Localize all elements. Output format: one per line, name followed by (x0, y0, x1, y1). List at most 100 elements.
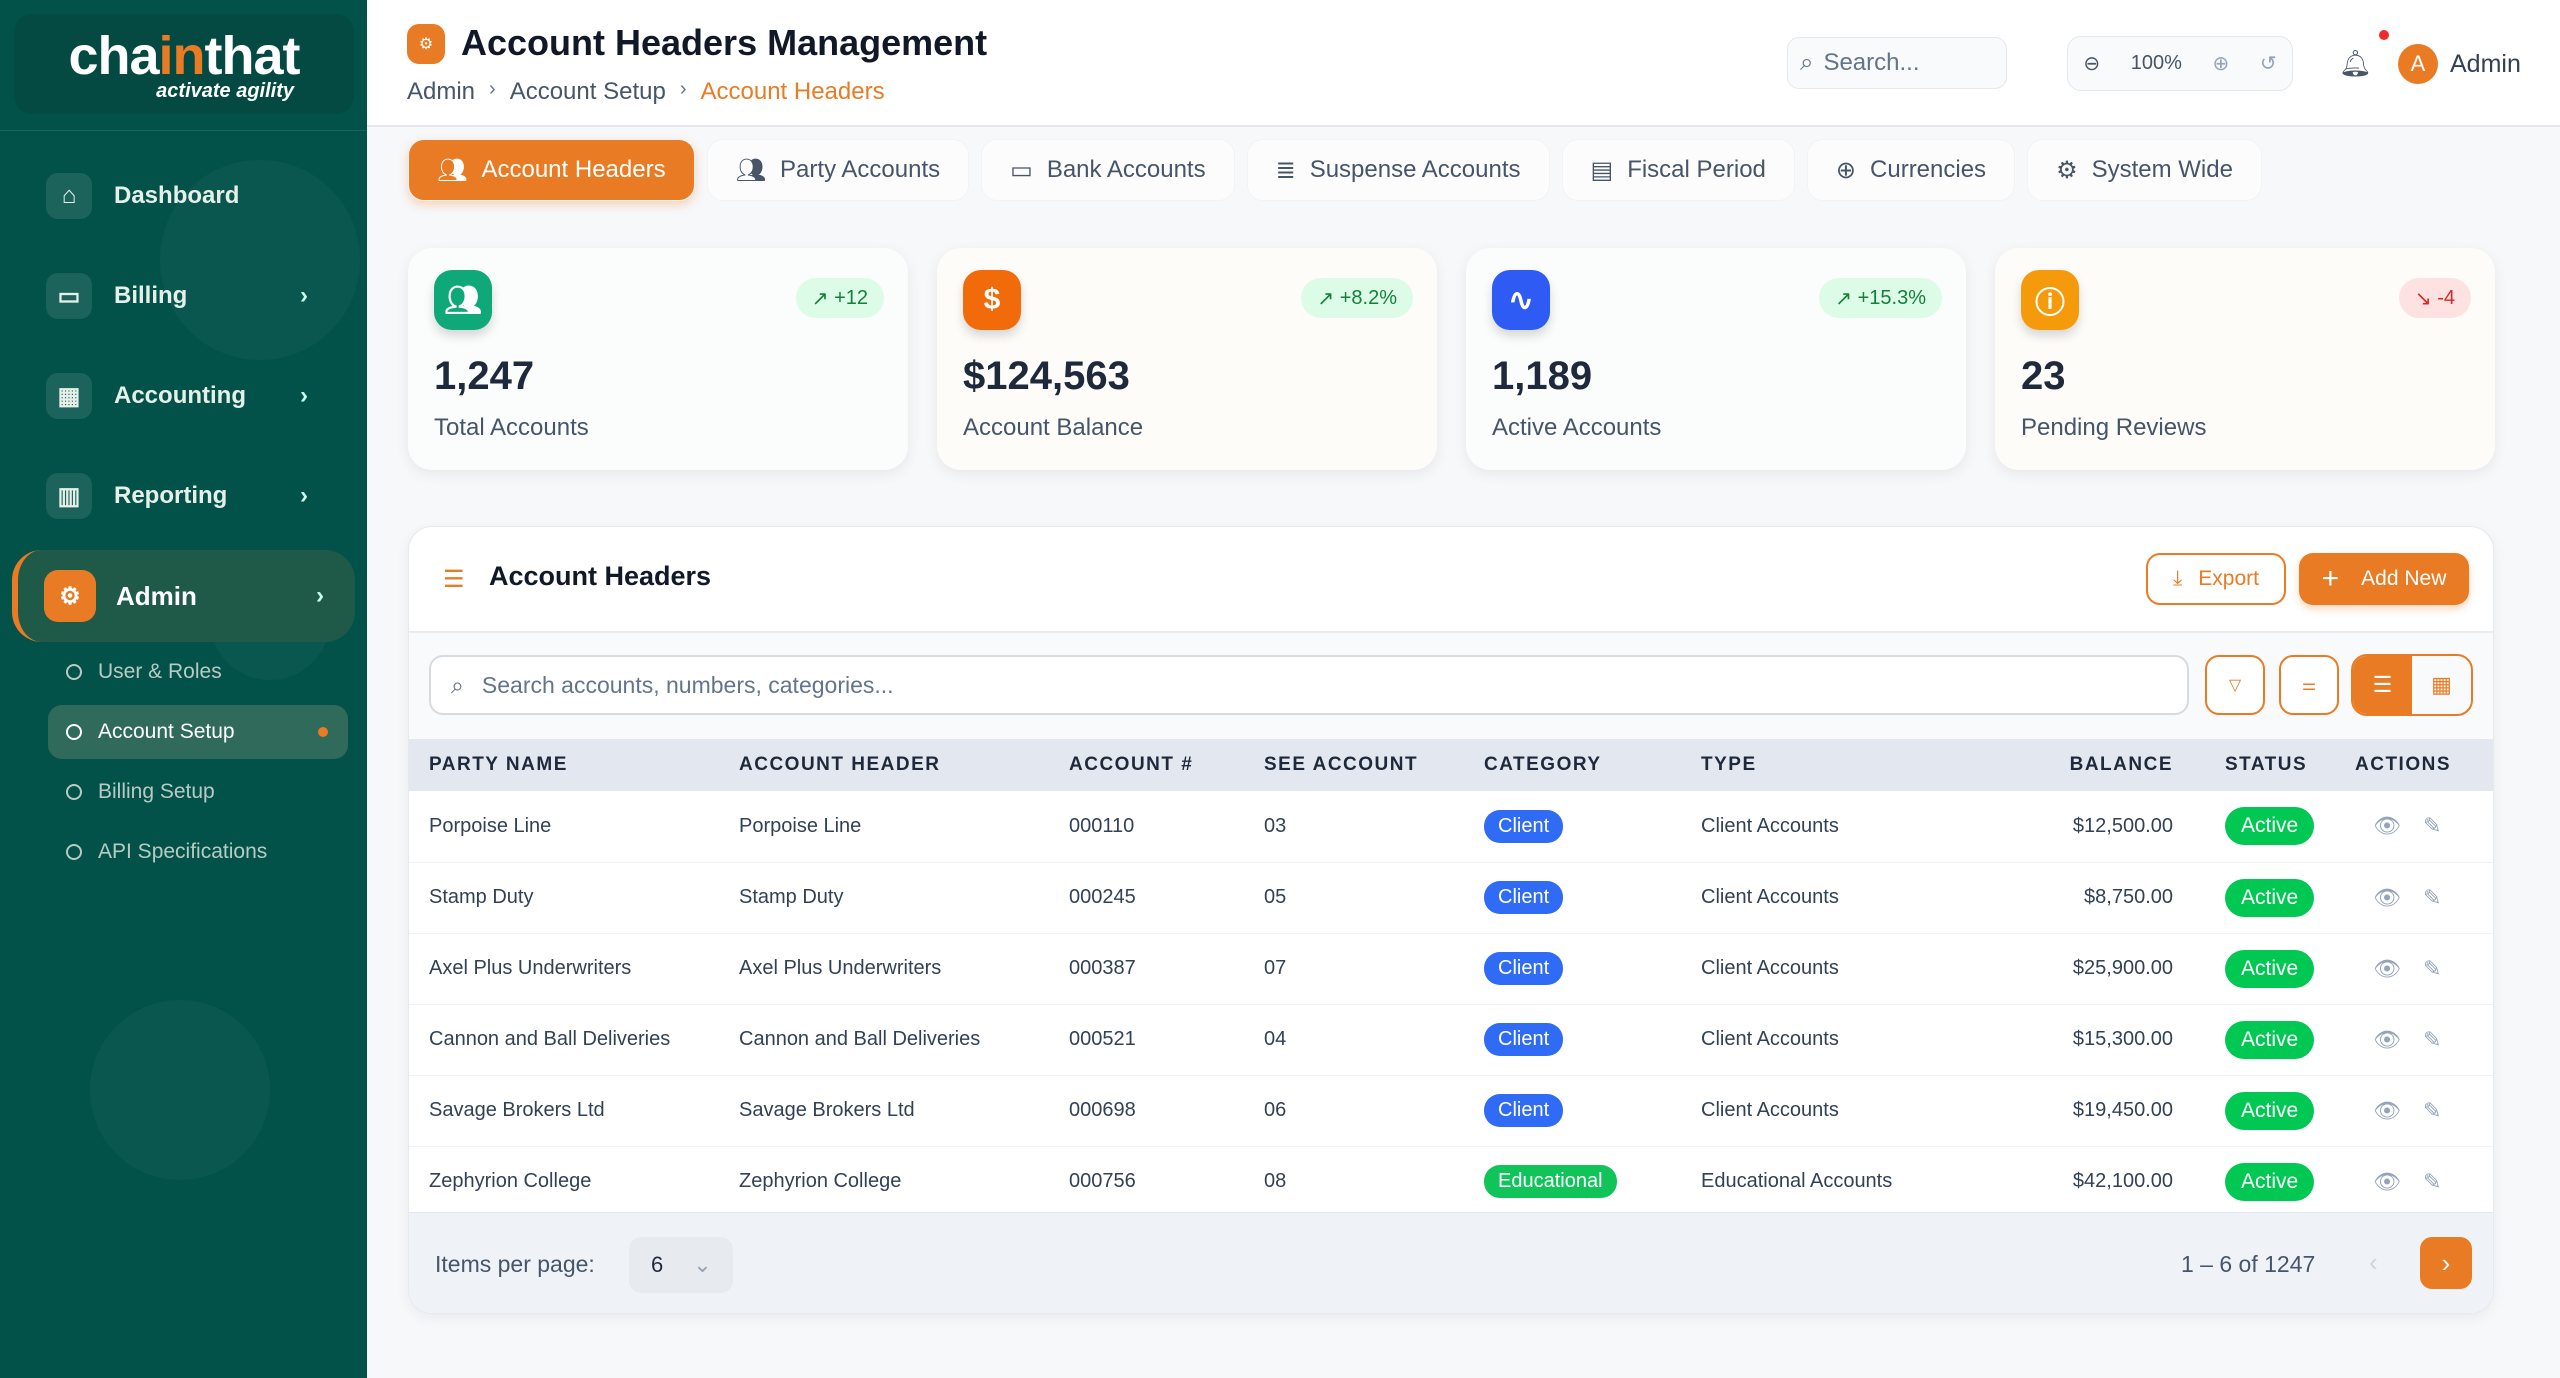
balance: $12,500.00 (2001, 791, 2173, 863)
trend-up-icon: ↗ (1835, 287, 1858, 310)
stat-card-total-accounts: 👥︎ ↗ +12 1,247 Total Accounts (408, 248, 908, 470)
tab-currencies[interactable]: ⊕ Currencies (1806, 139, 2016, 201)
user-name[interactable]: Admin (2450, 50, 2521, 78)
view-icon[interactable]: 👁︎ (2373, 884, 2401, 910)
sidebar-subitem-account-setup[interactable]: Account Setup (48, 705, 348, 759)
account-number: 000698 (1069, 1075, 1264, 1147)
zoom-out-icon[interactable]: ⊖ (2083, 53, 2101, 75)
category-badge: Client (1484, 1023, 1564, 1056)
balance: $8,750.00 (2001, 862, 2173, 934)
sidebar-item-admin[interactable]: ⚙ Admin › (12, 550, 355, 642)
filter-button[interactable]: ▽ (2205, 655, 2265, 715)
header-search-input[interactable]: ⌕ Search... (1787, 37, 2007, 89)
account-type: Client Accounts (1701, 1075, 2001, 1147)
next-page-button[interactable]: › (2420, 1237, 2472, 1289)
avatar[interactable]: A (2398, 44, 2438, 84)
tab-system-wide[interactable]: ⚙ System Wide (2027, 139, 2262, 201)
edit-icon[interactable]: ✎ (2422, 1097, 2442, 1123)
sidebar-subitem-billing-setup[interactable]: Billing Setup (48, 765, 348, 819)
users-icon: 👥︎ (434, 270, 492, 330)
tab-party-accounts[interactable]: 👥︎ Party Accounts (706, 139, 970, 201)
category-badge: Client (1484, 881, 1564, 914)
download-icon: ⤓ (2173, 567, 2183, 590)
table-row[interactable]: Porpoise Line Porpoise Line 000110 03 Cl… (409, 791, 2493, 863)
sidebar-subitem-user-roles[interactable]: User & Roles (48, 645, 348, 699)
balance: $25,900.00 (2001, 933, 2173, 1005)
edit-icon[interactable]: ✎ (2422, 1168, 2442, 1194)
view-icon[interactable]: 👁︎ (2373, 1026, 2401, 1052)
tab-fiscal-period[interactable]: ▤ Fiscal Period (1561, 139, 1795, 201)
tab-bar: 👥︎ Account Headers 👥︎ Party Accounts ▭ Bank… (408, 139, 2262, 201)
party-name: Savage Brokers Ltd (409, 1075, 739, 1147)
breadcrumb-account-setup[interactable]: Account Setup (509, 78, 666, 105)
account-header: Cannon and Ball Deliveries (739, 1004, 1069, 1076)
trend-badge: ↘ -4 (2398, 278, 2471, 318)
edit-icon[interactable]: ✎ (2422, 1026, 2442, 1052)
account-type: Client Accounts (1701, 933, 2001, 1005)
page-range: 1 – 6 of 1247 (2181, 1251, 2316, 1277)
trend-badge: ↗ +12 (795, 278, 884, 318)
trend-up-icon: ↗ (811, 287, 835, 310)
balance: $15,300.00 (2001, 1004, 2173, 1076)
sidebar-item-dashboard[interactable]: ⌂ Dashboard (0, 160, 367, 232)
table-row[interactable]: Axel Plus Underwriters Axel Plus Underwr… (409, 933, 2493, 1005)
zoom-in-icon[interactable]: ⊕ (2212, 53, 2230, 75)
view-icon[interactable]: 👁︎ (2373, 955, 2401, 981)
tab-account-headers[interactable]: 👥︎ Account Headers (408, 139, 695, 201)
sidebar-item-billing[interactable]: ▭ Billing › (0, 260, 367, 332)
dollar-icon: $ (963, 270, 1021, 330)
view-icon[interactable]: 👁︎ (2373, 813, 2401, 839)
table-row[interactable]: Zephyrion College Zephyrion College 0007… (409, 1146, 2493, 1218)
account-type: Educational Accounts (1701, 1146, 2001, 1218)
breadcrumb-admin[interactable]: Admin (407, 78, 476, 105)
export-button[interactable]: ⤓ Export (2146, 553, 2286, 605)
edit-icon[interactable]: ✎ (2422, 813, 2442, 839)
notification-dot (2379, 30, 2389, 40)
edit-icon[interactable]: ✎ (2422, 955, 2442, 981)
adjust-columns-button[interactable]: ⚌ (2279, 655, 2339, 715)
category-badge: Client (1484, 1094, 1564, 1127)
list-view-button[interactable]: ☰ (2353, 656, 2412, 714)
sidebar-item-reporting[interactable]: ▥ Reporting › (0, 460, 367, 532)
bell-icon[interactable]: 🔔︎ (2339, 48, 2373, 78)
card-icon: ▭ (1010, 156, 1033, 184)
stat-card-active-accounts: ∿ ↗ +15.3% 1,189 Active Accounts (1466, 248, 1966, 470)
view-icon[interactable]: 👁︎ (2373, 1168, 2401, 1194)
trend-down-icon: ↘ (2414, 287, 2438, 310)
pagination: Items per page: 6 ⌄ 1 – 6 of 1247 ‹ › (409, 1212, 2493, 1313)
tab-suspense-accounts[interactable]: ≣ Suspense Accounts (1246, 139, 1550, 201)
grid-view-button[interactable]: ▦ (2431, 672, 2452, 697)
edit-icon[interactable]: ✎ (2422, 884, 2442, 910)
previous-page-button[interactable]: ‹ (2369, 1247, 2378, 1277)
chevron-right-icon: › (300, 382, 308, 409)
table-row[interactable]: Cannon and Ball Deliveries Cannon and Ba… (409, 1004, 2493, 1076)
users-icon: 👥︎ (437, 156, 468, 184)
account-headers-table-card: ☰ Account Headers ⤓ Export + Add New ⌕ Sear… (408, 526, 2494, 1314)
sidebar-subitem-api-specifications[interactable]: API Specifications (48, 825, 348, 879)
see-account: 05 (1264, 862, 1484, 934)
sidebar-item-accounting[interactable]: ▦ Accounting › (0, 360, 367, 432)
balance: $19,450.00 (2001, 1075, 2173, 1147)
table-row[interactable]: Savage Brokers Ltd Savage Brokers Ltd 00… (409, 1075, 2493, 1147)
header: ⚙ Account Headers Management Admin › Acco… (367, 0, 2560, 127)
account-header: Savage Brokers Ltd (739, 1075, 1069, 1147)
view-icon[interactable]: 👁︎ (2373, 1097, 2401, 1123)
balance: $42,100.00 (2001, 1146, 2173, 1218)
table-row[interactable]: Stamp Duty Stamp Duty 000245 05 Client C… (409, 862, 2493, 934)
chevron-right-icon: › (300, 482, 308, 509)
home-icon: ⌂ (46, 173, 92, 219)
account-header: Axel Plus Underwriters (739, 933, 1069, 1005)
see-account: 08 (1264, 1146, 1484, 1218)
tab-bank-accounts[interactable]: ▭ Bank Accounts (981, 139, 1235, 201)
account-number: 000110 (1069, 791, 1264, 863)
trend-badge: ↗ +15.3% (1819, 278, 1942, 318)
account-type: Client Accounts (1701, 791, 2001, 863)
reset-zoom-icon[interactable]: ↺ (2259, 53, 2277, 75)
add-new-button[interactable]: + Add New (2299, 553, 2469, 605)
items-per-page-select[interactable]: 6 ⌄ (629, 1237, 733, 1293)
party-name: Stamp Duty (409, 862, 739, 934)
table-search-input[interactable]: ⌕ Search accounts, numbers, categories... (429, 655, 2189, 715)
sliders-icon: ⚌ (2301, 677, 2317, 694)
logo[interactable]: chainthat activate agility (14, 14, 354, 114)
status-badge: Active (2225, 949, 2315, 988)
